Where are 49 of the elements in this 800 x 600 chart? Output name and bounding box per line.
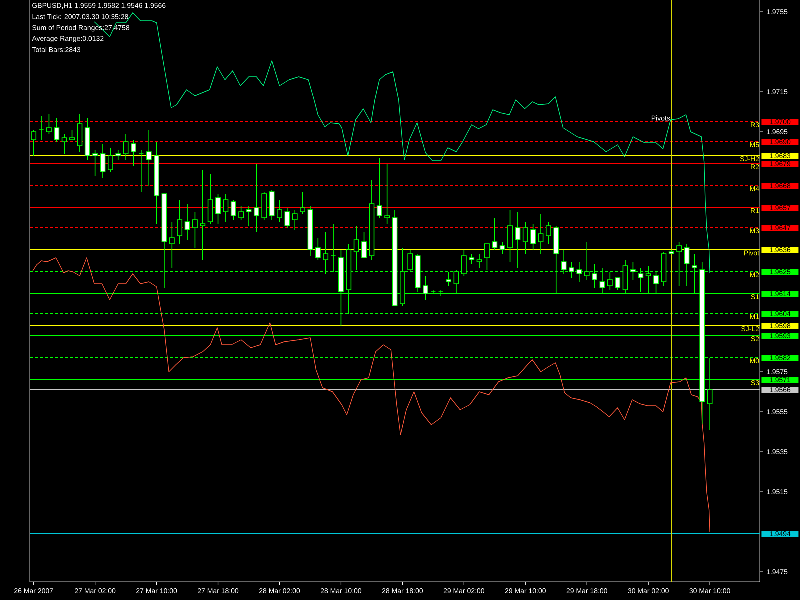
- candlestick: [131, 140, 136, 166]
- candlestick: [216, 194, 221, 224]
- candlestick: [246, 206, 252, 226]
- candlestick: [262, 192, 268, 220]
- candlestick: [315, 238, 321, 260]
- candlestick: [92, 150, 98, 176]
- candlestick: [146, 130, 152, 186]
- candlestick: [46, 114, 52, 134]
- candlestick: [70, 130, 75, 140]
- candlestick: [62, 134, 68, 154]
- candlestick: [476, 254, 482, 268]
- candlestick: [362, 232, 367, 258]
- candlestick: [230, 200, 236, 220]
- candlestick: [169, 222, 175, 268]
- candlestick: [177, 200, 183, 244]
- candlestick: [508, 210, 513, 262]
- candlestick: [100, 144, 106, 178]
- candlestick: [277, 200, 282, 222]
- candlestick: [54, 118, 60, 142]
- candlestick: [116, 150, 122, 160]
- candlestick: [530, 224, 536, 250]
- candlestick: [469, 254, 475, 264]
- candlestick: [500, 242, 506, 254]
- candlestick: [615, 278, 621, 290]
- candlestick: [108, 148, 114, 172]
- line-series: [32, 258, 710, 532]
- candlestick: [284, 208, 290, 228]
- candlestick: [31, 130, 37, 156]
- candlestick: [192, 212, 198, 248]
- candlestick: [238, 206, 244, 220]
- candlestick: [184, 204, 190, 240]
- candlestick: [269, 190, 275, 220]
- candlestick: [138, 150, 144, 192]
- candlestick: [292, 210, 298, 230]
- candlestick: [538, 214, 544, 254]
- candlestick: [223, 194, 229, 222]
- candlestick: [208, 174, 214, 224]
- candlestick: [492, 218, 498, 250]
- candlestick: [200, 170, 206, 260]
- candlestick: [123, 134, 129, 160]
- candlestick: [376, 158, 382, 218]
- candlestick: [77, 114, 83, 152]
- candlestick: [522, 222, 528, 254]
- candlestick: [300, 192, 306, 214]
- candlestick: [384, 164, 390, 224]
- candlestick: [254, 164, 260, 232]
- candlestick: [546, 222, 552, 244]
- candlestick: [38, 116, 44, 140]
- candlestick: [515, 212, 521, 268]
